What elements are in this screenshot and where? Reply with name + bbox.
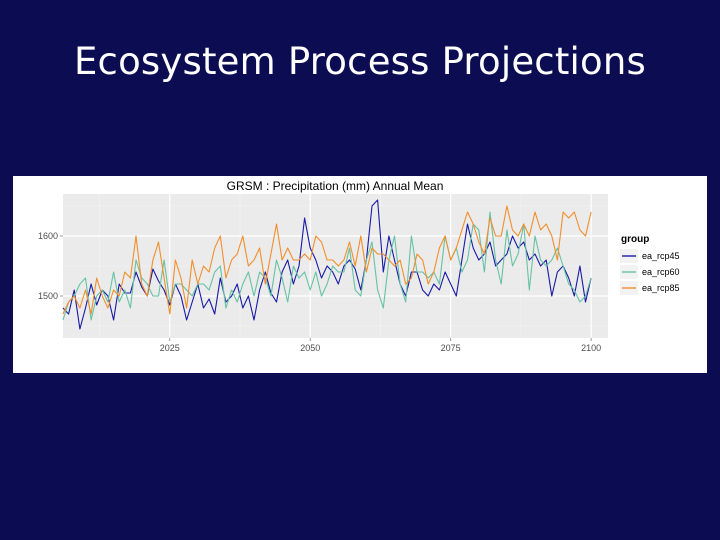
chart-title: GRSM : Precipitation (mm) Annual Mean <box>227 179 444 193</box>
legend-title: group <box>621 234 649 245</box>
chart-figure: GRSM : Precipitation (mm) Annual Mean 20… <box>13 176 707 373</box>
chart-svg: GRSM : Precipitation (mm) Annual Mean 20… <box>38 179 680 353</box>
legend-label: ea_rcp60 <box>642 267 680 277</box>
series-line-ea-rcp85 <box>62 205 592 315</box>
y-axis-ticks: 1500 1600 <box>38 231 63 301</box>
x-tick-label: 2025 <box>160 343 180 353</box>
series-line-ea-rcp45 <box>62 199 592 330</box>
legend: group ea_rcp45 ea_rcp60 ea_rcp85 <box>620 234 680 295</box>
series-lines <box>62 199 592 330</box>
series-line-ea-rcp60 <box>62 211 592 321</box>
major-gridlines <box>63 194 608 338</box>
y-tick-label: 1600 <box>38 231 58 241</box>
x-tick-label: 2100 <box>581 343 601 353</box>
x-axis-ticks: 2025 2050 2075 2100 <box>160 338 601 353</box>
x-tick-label: 2050 <box>300 343 320 353</box>
minor-gridlines <box>63 194 608 338</box>
y-tick-label: 1500 <box>38 291 58 301</box>
slide-title: Ecosystem Process Projections <box>73 40 647 83</box>
x-tick-label: 2075 <box>441 343 461 353</box>
legend-label: ea_rcp45 <box>642 251 680 261</box>
legend-label: ea_rcp85 <box>642 283 680 293</box>
